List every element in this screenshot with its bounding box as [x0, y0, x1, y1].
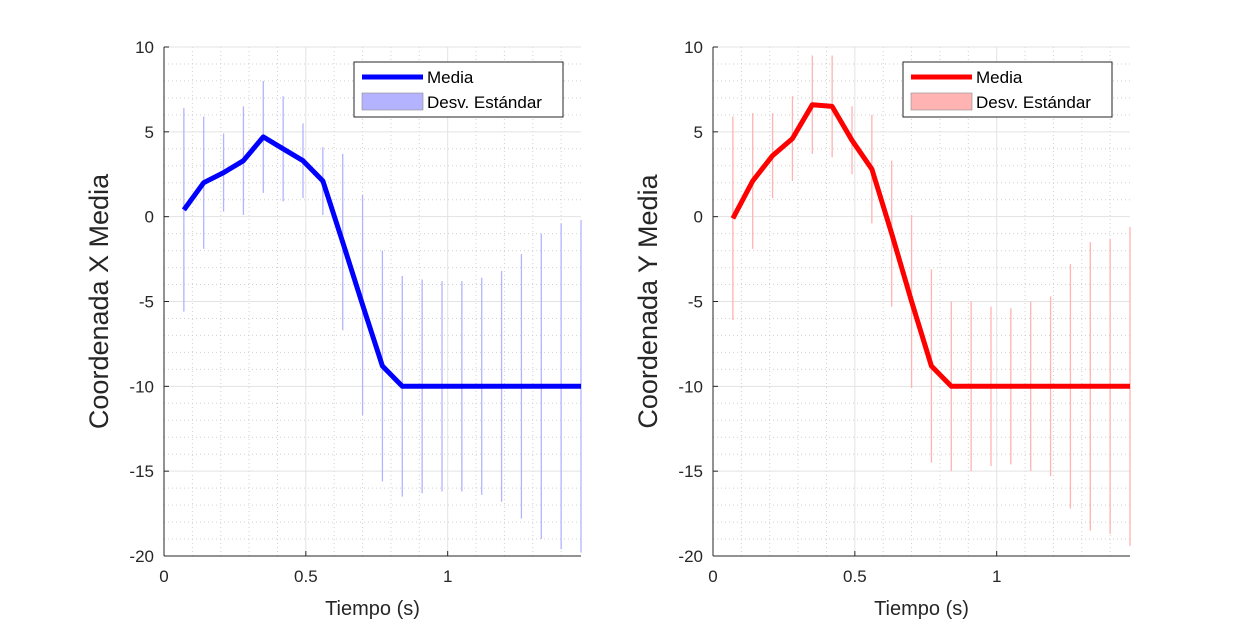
- x-tick-label: 0.5: [294, 567, 318, 586]
- y-tick-label: -15: [129, 462, 154, 481]
- y-tick-label: 5: [145, 123, 154, 142]
- legend-label-std: Desv. Estándar: [427, 93, 542, 112]
- y-tick-label: 10: [684, 38, 703, 57]
- y-axis-label: Coordenada X Media: [84, 173, 114, 429]
- x-axis-label: Tiempo (s): [874, 598, 969, 620]
- x-tick-label: 0.5: [843, 567, 867, 586]
- y-axis-label: Coordenada Y Media: [633, 173, 663, 428]
- x-tick-label: 1: [443, 567, 452, 586]
- y-tick-label: -20: [129, 547, 154, 566]
- chart-panel-0: 0 0.5 1 10 5 0 -5 -10 -15 -20 Tiempo (s) Coordenada…: [84, 38, 582, 620]
- mean-line: [181, 134, 581, 389]
- y-tick-label: -15: [678, 462, 703, 481]
- y-tick-label: -10: [129, 377, 154, 396]
- y-tick-label: -20: [678, 547, 703, 566]
- legend: Media Desv. Estándar: [902, 61, 1113, 118]
- x-tick-label: 0: [159, 567, 168, 586]
- y-tick-label: -10: [678, 377, 703, 396]
- y-tick-label: -5: [688, 293, 703, 312]
- y-tick-label: -5: [139, 293, 154, 312]
- legend-band-swatch: [910, 92, 973, 111]
- y-tick-label: 10: [135, 38, 154, 57]
- legend-label-mean: Media: [427, 68, 474, 87]
- x-tick-label: 1: [992, 567, 1001, 586]
- y-tick-label: 5: [694, 123, 703, 142]
- x-axis-label: Tiempo (s): [325, 598, 420, 620]
- y-tick-label: 0: [694, 208, 703, 227]
- chart-panel-1: 0 0.5 1 10 5 0 -5 -10 -15 -20 Tiempo (s) Coordenada…: [633, 38, 1131, 620]
- legend-label-std: Desv. Estándar: [976, 93, 1091, 112]
- legend: Media Desv. Estándar: [353, 61, 564, 118]
- mean-line: [730, 102, 1130, 389]
- legend-band-swatch: [361, 92, 424, 111]
- y-tick-label: 0: [145, 208, 154, 227]
- x-tick-label: 0: [708, 567, 717, 586]
- legend-label-mean: Media: [976, 68, 1023, 87]
